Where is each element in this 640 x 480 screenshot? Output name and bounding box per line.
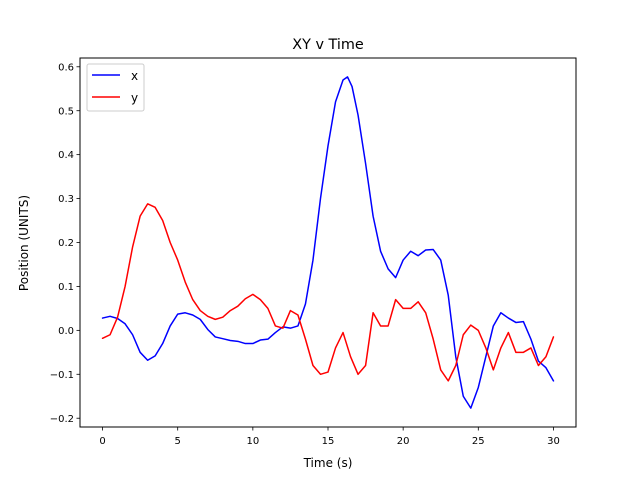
y-tick-label: −0.2 [50, 414, 74, 425]
series-line-x [101, 76, 555, 409]
x-tick-label: 15 [322, 436, 335, 447]
y-tick-label: 0.6 [58, 62, 74, 73]
y-tick-label: 0.4 [58, 150, 74, 161]
y-axis-ticks: −0.2 −0.1 0.0 0.1 0.2 0.3 0.4 0.5 0.6 [50, 62, 80, 425]
x-tick-label: 5 [175, 436, 181, 447]
x-tick-label: 25 [472, 436, 485, 447]
legend-label-x: x [131, 69, 138, 83]
y-tick-label: 0.1 [58, 282, 74, 293]
x-tick-label: 30 [547, 436, 560, 447]
x-tick-label: 10 [246, 436, 259, 447]
y-tick-label: 0.3 [58, 194, 74, 205]
chart-title: XY v Time [292, 37, 364, 53]
x-axis-label: Time (s) [303, 456, 353, 470]
x-tick-label: 20 [397, 436, 410, 447]
x-axis-ticks: 0 5 10 15 20 25 30 [99, 427, 560, 447]
legend-label-y: y [131, 91, 138, 105]
series-layer [101, 76, 555, 409]
y-tick-label: 0.0 [58, 326, 74, 337]
legend: x y [86, 63, 145, 112]
x-tick-label: 0 [99, 436, 105, 447]
series-line-y [101, 203, 555, 382]
y-tick-label: −0.1 [50, 370, 74, 381]
y-axis-label: Position (UNITS) [17, 195, 31, 291]
y-tick-label: 0.2 [58, 238, 74, 249]
y-tick-label: 0.5 [58, 106, 74, 117]
